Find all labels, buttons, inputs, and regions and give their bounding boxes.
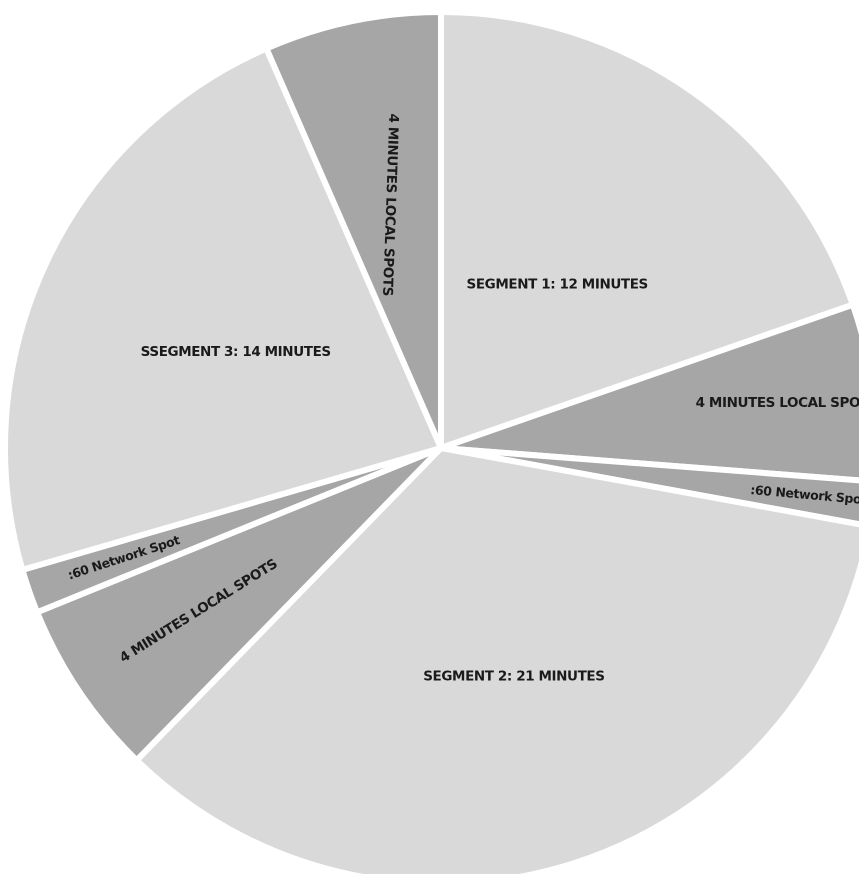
pie-slice-2 <box>438 301 859 484</box>
pie-slice-4 <box>133 445 859 874</box>
pie-slice-label-2: 4 MINUTES LOCAL SPOTS <box>696 395 859 411</box>
pie-slice-8 <box>263 9 444 451</box>
pie-slice-label-1: SEGMENT 1: 12 MINUTES <box>467 277 648 293</box>
pie-slice-label-7: SSEGMENT 3: 14 MINUTES <box>141 344 331 360</box>
pie-slice-7 <box>2 45 444 573</box>
pie-slice-label-8: 4 MINUTES LOCAL SPOTS <box>379 113 401 296</box>
pie-slice-label-4: SEGMENT 2: 21 MINUTES <box>423 668 604 684</box>
pie-slice-5 <box>34 445 444 764</box>
pie-slices <box>2 9 859 874</box>
